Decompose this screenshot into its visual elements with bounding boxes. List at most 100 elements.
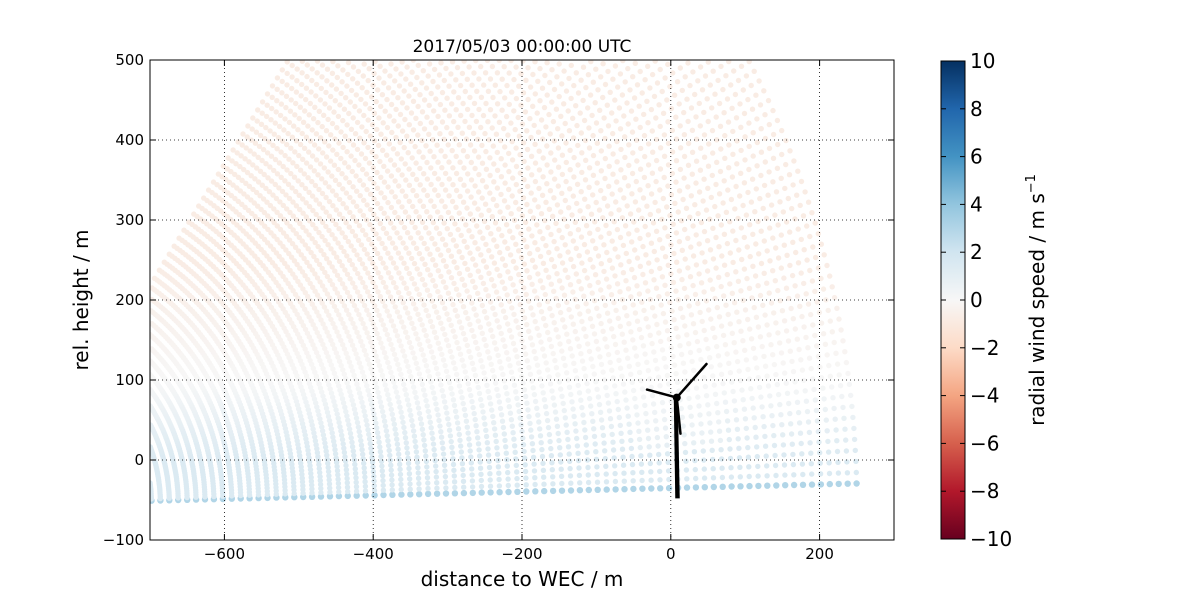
scatter-point (454, 340, 459, 345)
scatter-point (638, 167, 643, 172)
scatter-point (416, 486, 421, 491)
scatter-point (758, 334, 763, 339)
scatter-point (799, 314, 804, 319)
scatter-point (682, 132, 687, 137)
scatter-point (571, 135, 576, 140)
scatter-point (718, 169, 723, 174)
scatter-point (805, 409, 810, 414)
scatter-point (693, 114, 698, 119)
scatter-point (396, 123, 401, 128)
scatter-point (773, 320, 778, 325)
scatter-point (579, 405, 584, 410)
scatter-point (499, 331, 504, 336)
scatter-point (432, 304, 437, 309)
scatter-point (719, 253, 724, 258)
scatter-point (510, 376, 515, 381)
scatter-point (564, 160, 569, 165)
scatter-point (406, 402, 411, 407)
scatter-point (610, 191, 615, 196)
scatter-point (504, 391, 509, 396)
scatter-point (396, 199, 401, 204)
scatter-point (439, 182, 444, 187)
scatter-point (425, 288, 430, 293)
scatter-point (700, 319, 705, 324)
scatter-point (539, 211, 544, 216)
scatter-point (523, 394, 528, 399)
scatter-point (678, 145, 683, 150)
scatter-point (480, 178, 485, 183)
scatter-point (635, 82, 640, 87)
scatter-point (374, 385, 379, 390)
scatter-point (483, 343, 488, 348)
scatter-point (545, 299, 550, 304)
scatter-point (570, 289, 575, 294)
scatter-point (750, 232, 755, 237)
scatter-point (679, 218, 684, 223)
scatter-point (622, 305, 627, 310)
scatter-point (471, 70, 476, 75)
scatter-point (148, 308, 153, 313)
scatter-point (851, 426, 856, 431)
scatter-point (559, 488, 565, 494)
scatter-point (440, 300, 445, 305)
scatter-point (375, 251, 380, 256)
scatter-point (730, 260, 735, 265)
scatter-point (400, 128, 405, 133)
scatter-point (646, 324, 651, 329)
scatter-point (349, 243, 354, 248)
scatter-point (650, 72, 655, 77)
scatter-point (419, 235, 424, 240)
scatter-point (801, 213, 806, 218)
scatter-point (293, 101, 298, 106)
scatter-point (626, 321, 631, 326)
scatter-point (374, 216, 379, 221)
scatter-point (395, 394, 400, 399)
scatter-point (504, 222, 509, 227)
scatter-point (619, 439, 624, 444)
scatter-point (536, 333, 541, 338)
scatter-point (505, 246, 510, 251)
scatter-point (514, 489, 520, 495)
scatter-point (384, 387, 389, 392)
scatter-point (292, 112, 297, 117)
scatter-point (615, 399, 620, 404)
scatter-point (371, 469, 376, 474)
scatter-point (403, 305, 408, 310)
scatter-point (733, 238, 738, 243)
scatter-point (412, 434, 417, 439)
scatter-point (425, 475, 430, 480)
scatter-point (315, 120, 320, 125)
scatter-point (601, 269, 606, 274)
scatter-point (568, 231, 573, 236)
scatter-point (410, 204, 415, 209)
scatter-point (433, 401, 438, 406)
scatter-point (726, 361, 731, 366)
scatter-point (715, 78, 720, 83)
scatter-point (639, 461, 644, 466)
scatter-point (689, 312, 694, 317)
scatter-point (550, 214, 555, 219)
scatter-point (393, 245, 398, 250)
scatter-point (404, 440, 409, 445)
scatter-point (689, 193, 694, 198)
scatter-point (412, 439, 417, 444)
scatter-point (844, 448, 849, 453)
scatter-point (833, 351, 838, 356)
scatter-point (347, 195, 352, 200)
scatter-point (331, 109, 336, 114)
scatter-point (721, 333, 726, 338)
scatter-point (479, 484, 484, 489)
scatter-point (444, 264, 449, 269)
scatter-point (544, 143, 549, 148)
scatter-point (705, 268, 710, 273)
scatter-point (779, 265, 784, 270)
scatter-point (277, 124, 282, 129)
scatter-point (420, 322, 425, 327)
scatter-point (576, 279, 581, 284)
scatter-point (736, 279, 741, 284)
scatter-point (629, 446, 634, 451)
scatter-point (290, 135, 295, 140)
scatter-point (609, 368, 614, 373)
scatter-point (438, 148, 443, 153)
scatter-point (526, 226, 531, 231)
